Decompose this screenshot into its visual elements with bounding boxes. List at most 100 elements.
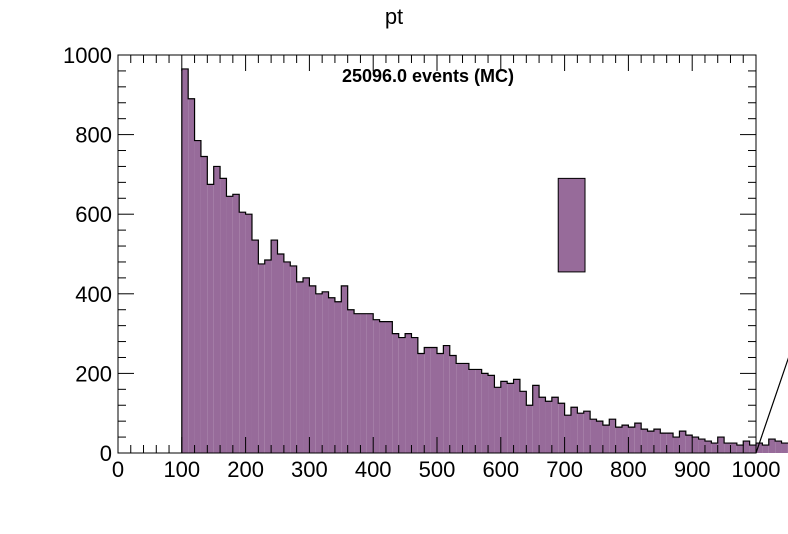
histogram-bar (596, 421, 603, 453)
histogram-bar (417, 353, 425, 453)
histogram-bar (545, 401, 552, 453)
y-tick-labels: 0 200 400 600 800 1000 (63, 43, 112, 466)
histogram-bar (443, 345, 450, 453)
histogram-bar (277, 254, 284, 453)
histogram-bar (602, 425, 610, 453)
histogram-bar (251, 240, 259, 453)
histogram-bar (424, 347, 431, 453)
histogram-bar (679, 431, 686, 453)
histogram-bar (653, 429, 661, 453)
histogram-bar (475, 369, 482, 453)
histogram-bar (558, 403, 565, 453)
histogram-bar (551, 397, 559, 453)
histogram-bar (341, 285, 348, 453)
histogram-bar (570, 407, 578, 453)
x-tick-label: 100 (163, 457, 200, 482)
chart-title: pt (385, 4, 403, 29)
histogram-bar (564, 415, 571, 453)
histogram-bar (692, 437, 699, 453)
histogram-bar (271, 240, 278, 453)
histogram-bar (385, 321, 393, 453)
histogram-bar (577, 413, 584, 453)
histogram-bar (283, 261, 291, 453)
y-tick-label: 600 (75, 202, 112, 227)
histogram-bar (405, 333, 412, 453)
histogram-bar (264, 259, 272, 453)
histogram-bar (615, 427, 623, 453)
y-tick-label: 400 (75, 282, 112, 307)
x-tick-label: 700 (546, 457, 583, 482)
x-tick-label: 800 (610, 457, 647, 482)
histogram-bar (220, 178, 227, 453)
histogram-bar (756, 443, 763, 453)
histogram-bar (315, 293, 323, 453)
histogram-bar (296, 281, 304, 453)
histogram-bar (768, 439, 776, 453)
histogram-bar (392, 333, 399, 453)
histogram-bar (634, 423, 642, 453)
histogram-outline (181, 68, 788, 454)
histogram-bar (730, 443, 737, 453)
x-tick-label: 900 (674, 457, 711, 482)
histogram-bar (513, 379, 520, 453)
histogram-bar (239, 212, 246, 453)
histogram-bar (685, 435, 693, 453)
x-tick-label: 1000 (732, 457, 781, 482)
histogram-bar (526, 405, 533, 453)
histogram-bar (775, 441, 782, 453)
histogram-bar (430, 347, 437, 453)
histogram-bar (500, 381, 508, 453)
histogram-bar (354, 313, 361, 453)
x-tick-label: 500 (419, 457, 456, 482)
histogram-bar (379, 321, 386, 453)
histogram-bar (628, 427, 635, 453)
histogram-bar (188, 98, 195, 453)
histogram-bar (449, 355, 457, 453)
histogram-bar (309, 285, 316, 453)
histogram-bar (303, 277, 310, 453)
histogram-bar (704, 441, 712, 453)
histogram-bar (724, 443, 731, 453)
histogram-bar (698, 439, 705, 453)
histogram-bar (762, 445, 769, 453)
histogram-bar (462, 363, 469, 453)
histogram-bar (641, 429, 648, 453)
histogram-bar (494, 387, 501, 453)
histogram-bar (781, 443, 788, 453)
histogram-bar (507, 383, 514, 453)
histogram-bar (194, 140, 201, 453)
histogram-bar (366, 313, 374, 453)
histogram-bar (736, 445, 744, 453)
histogram-bar (532, 385, 540, 453)
histogram-bar (673, 437, 680, 453)
x-tick-label: 200 (227, 457, 264, 482)
histogram-bar (519, 391, 527, 453)
histogram-bar (207, 184, 214, 453)
x-tick-label: 400 (355, 457, 392, 482)
histogram-bar (322, 291, 329, 453)
events-annotation: 25096.0 events (MC) (342, 66, 514, 86)
x-tick-labels: 0 100 200 300 400 500 600 700 800 900 1000 (112, 457, 781, 482)
histogram-bar (334, 301, 342, 453)
histogram-bar (456, 363, 463, 453)
histogram-bar (328, 297, 335, 453)
histogram-bar (488, 375, 495, 453)
histogram-bar (398, 337, 406, 453)
legend-swatch (557, 177, 586, 273)
histogram-bar (373, 319, 380, 453)
histogram-bar (411, 337, 418, 453)
histogram-bar (743, 441, 750, 453)
x-tick-label: 600 (482, 457, 519, 482)
histogram-bar (609, 419, 616, 453)
histogram-bar (622, 425, 629, 453)
histogram-bar (468, 369, 476, 453)
histogram-bar (213, 166, 221, 453)
x-tick-label: 0 (112, 457, 124, 482)
plot-frame (117, 54, 757, 454)
histogram-bar (539, 397, 546, 453)
histogram-bar (232, 194, 240, 454)
histogram-bar (290, 265, 297, 453)
y-tick-label: 800 (75, 123, 112, 148)
y-tick-label: 200 (75, 361, 112, 386)
